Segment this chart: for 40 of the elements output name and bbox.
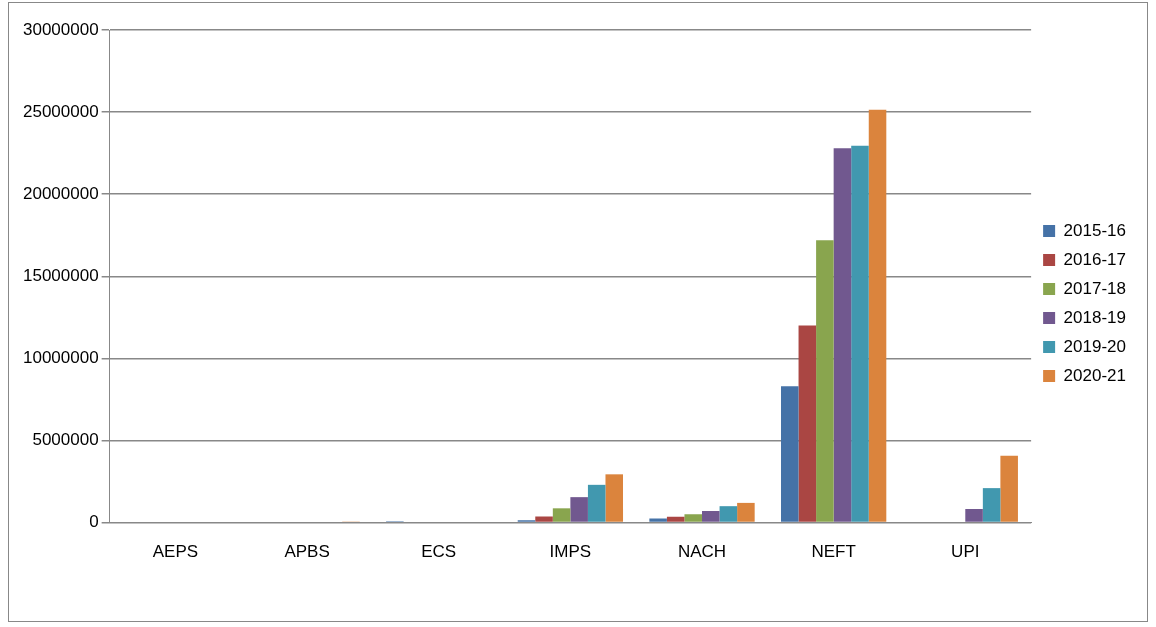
- bar: [781, 386, 799, 522]
- y-tick-label: 10000000: [23, 348, 99, 368]
- legend-label: 2017-18: [1063, 278, 1126, 298]
- y-tick-label: 20000000: [23, 183, 99, 203]
- bar: [798, 325, 817, 522]
- legend-label: 2019-20: [1063, 336, 1126, 356]
- x-tick-label: UPI: [951, 542, 980, 562]
- bar: [552, 508, 571, 522]
- bar: [605, 474, 624, 522]
- legend-label: 2015-16: [1063, 220, 1126, 240]
- bar: [833, 148, 852, 522]
- y-tick-label: 30000000: [23, 19, 99, 39]
- y-tick-label: 0: [89, 512, 99, 532]
- y-tick-label: 15000000: [23, 265, 99, 285]
- legend-label: 2020-21: [1063, 365, 1126, 385]
- bar: [737, 502, 755, 522]
- bar: [702, 510, 720, 522]
- bar: [719, 506, 738, 522]
- bar: [666, 516, 685, 522]
- bar: [868, 109, 887, 522]
- bar: [982, 488, 1001, 522]
- bar: [649, 518, 667, 522]
- legend-label: 2018-19: [1063, 307, 1126, 327]
- x-tick-label: NEFT: [811, 542, 856, 562]
- bar: [851, 145, 869, 522]
- x-tick-label: ECS: [421, 542, 457, 562]
- bar: [535, 516, 553, 522]
- x-tick-label: APBS: [284, 542, 330, 562]
- y-tick-label: 5000000: [32, 430, 99, 450]
- bar: [965, 508, 983, 522]
- bar: [816, 240, 834, 522]
- y-tick-label: 25000000: [23, 101, 99, 121]
- x-tick-label: NACH: [677, 542, 727, 562]
- legend-label: 2016-17: [1063, 249, 1126, 269]
- bar: [1000, 455, 1018, 522]
- x-tick-label: AEPS: [152, 542, 199, 562]
- bar: [587, 484, 606, 522]
- bar: [684, 514, 703, 522]
- bar: [570, 497, 588, 522]
- x-tick-label: IMPS: [549, 542, 592, 562]
